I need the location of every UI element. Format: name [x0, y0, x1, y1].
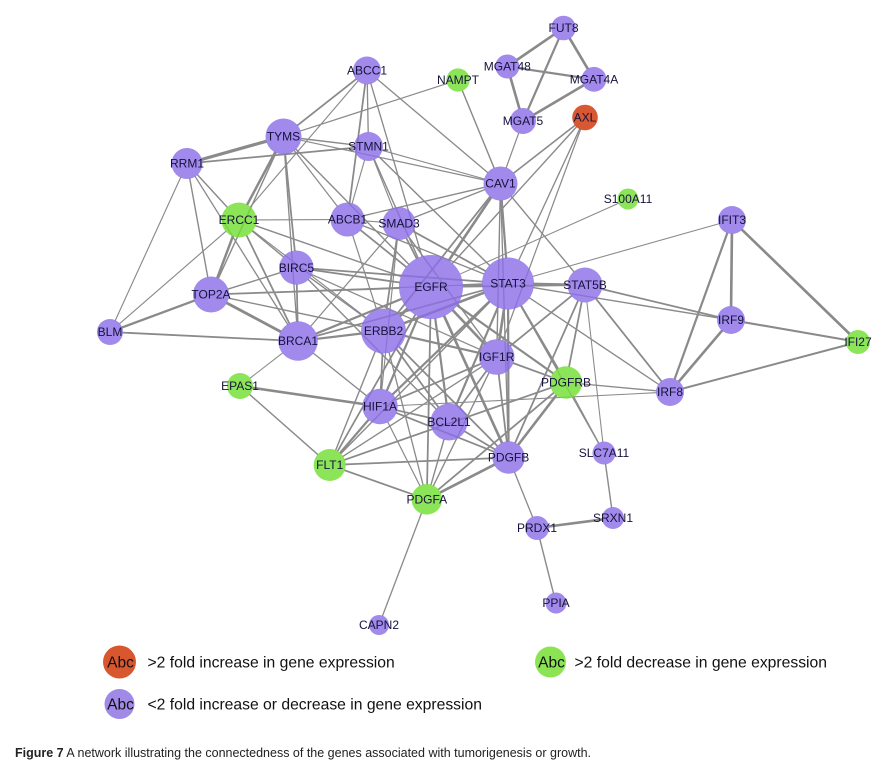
svg-text:STAT3: STAT3 — [490, 277, 526, 291]
svg-text:EPAS1: EPAS1 — [221, 379, 259, 393]
svg-text:Abc: Abc — [538, 655, 565, 672]
svg-text:FUT8: FUT8 — [549, 21, 579, 35]
svg-text:MGAT4A: MGAT4A — [570, 73, 618, 87]
svg-text:CAPN2: CAPN2 — [359, 618, 399, 632]
svg-text:PDGFA: PDGFA — [406, 493, 447, 507]
svg-text:<2 fold increase or decrease i: <2 fold increase or decrease in gene exp… — [148, 697, 482, 714]
svg-text:FLT1: FLT1 — [316, 458, 343, 472]
svg-text:STMN1: STMN1 — [348, 140, 389, 154]
svg-text:PDGFRB: PDGFRB — [541, 376, 591, 390]
svg-text:MGAT48: MGAT48 — [484, 60, 531, 74]
svg-text:ABCB1: ABCB1 — [328, 213, 368, 227]
svg-text:TOP2A: TOP2A — [191, 288, 230, 302]
svg-text:Figure 7 A network illustratin: Figure 7 A network illustrating the conn… — [15, 746, 591, 760]
svg-text:CAV1: CAV1 — [485, 177, 516, 191]
svg-text:S100A11: S100A11 — [604, 192, 653, 206]
svg-text:IFIT3: IFIT3 — [718, 213, 746, 227]
svg-text:NAMPT: NAMPT — [437, 73, 480, 87]
svg-text:IFI27: IFI27 — [844, 335, 872, 349]
svg-text:STAT5B: STAT5B — [563, 278, 607, 292]
svg-text:ERBB2: ERBB2 — [364, 324, 404, 338]
svg-text:IGF1R: IGF1R — [479, 350, 515, 364]
svg-text:Abc: Abc — [107, 655, 134, 672]
svg-text:IRF9: IRF9 — [718, 313, 744, 327]
svg-text:SMAD3: SMAD3 — [378, 217, 420, 231]
svg-text:TYMS: TYMS — [267, 130, 300, 144]
svg-text:ERCC1: ERCC1 — [219, 213, 260, 227]
svg-text:RRM1: RRM1 — [170, 157, 204, 171]
svg-text:AXL: AXL — [574, 111, 597, 125]
svg-text:EGFR: EGFR — [414, 280, 448, 294]
svg-text:IRF8: IRF8 — [657, 385, 683, 399]
svg-text:MGAT5: MGAT5 — [503, 114, 544, 128]
svg-text:BIRC5: BIRC5 — [279, 261, 315, 275]
svg-text:SLC7A11: SLC7A11 — [579, 446, 630, 460]
svg-text:PDGFB: PDGFB — [488, 451, 529, 465]
svg-text:ABCC1: ABCC1 — [347, 64, 387, 78]
svg-text:BCL2L1: BCL2L1 — [427, 415, 471, 429]
svg-text:>2 fold decrease in gene expre: >2 fold decrease in gene expression — [575, 655, 827, 672]
svg-text:HIF1A: HIF1A — [363, 400, 397, 414]
svg-text:BRCA1: BRCA1 — [278, 334, 318, 348]
svg-text:BLM: BLM — [98, 325, 123, 339]
svg-text:>2 fold increase in gene expre: >2 fold increase in gene expression — [148, 655, 395, 672]
svg-text:PPIA: PPIA — [542, 596, 569, 610]
svg-text:Abc: Abc — [107, 697, 134, 714]
svg-text:SRXN1: SRXN1 — [593, 511, 633, 525]
svg-text:PRDX1: PRDX1 — [517, 521, 557, 535]
